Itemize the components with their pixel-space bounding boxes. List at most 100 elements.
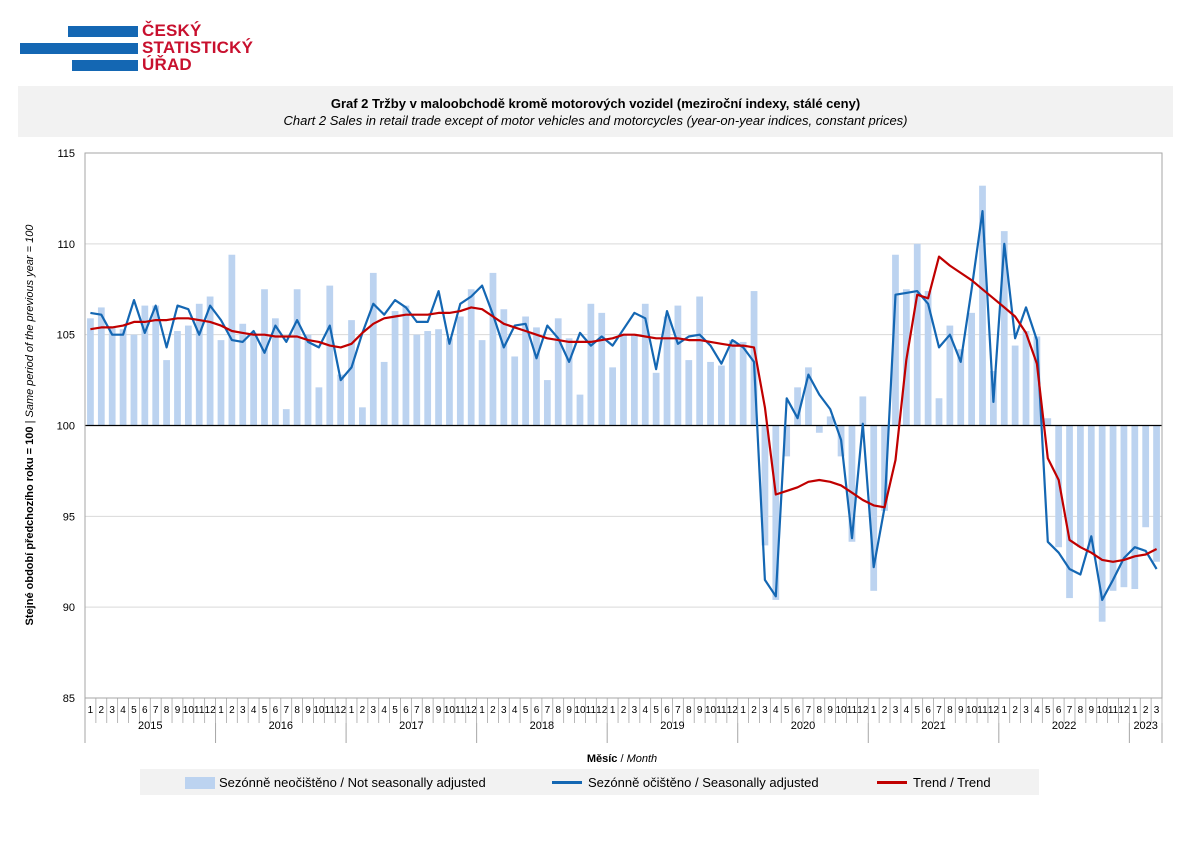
- month-tick-label: 11: [847, 705, 858, 716]
- bar: [478, 340, 486, 426]
- bar: [1011, 345, 1019, 426]
- bar: [195, 303, 203, 426]
- month-tick-label: 6: [664, 705, 670, 716]
- month-tick-label: 10: [705, 705, 717, 716]
- month-tick-label: 7: [283, 705, 289, 716]
- bar: [326, 285, 334, 426]
- month-tick-label: 10: [574, 705, 586, 716]
- month-tick-label: 8: [817, 705, 823, 716]
- bar: [979, 185, 986, 426]
- bar: [239, 323, 247, 426]
- month-tick-label: 1: [88, 705, 94, 716]
- bar: [750, 291, 758, 426]
- month-tick-label: 4: [512, 705, 518, 716]
- legend-item-seasonal: Sezónně očištěno / Seasonally adjusted: [552, 775, 819, 790]
- month-tick-label: 3: [1023, 705, 1029, 716]
- month-tick-label: 11: [977, 705, 988, 716]
- bar: [805, 367, 812, 426]
- bar: [380, 361, 388, 426]
- legend-item-trend: Trend / Trend: [877, 775, 991, 790]
- bar: [946, 325, 954, 426]
- month-tick-label: 2: [99, 705, 105, 716]
- month-tick-label: 4: [1034, 705, 1040, 716]
- bar: [293, 289, 301, 426]
- bar: [685, 360, 693, 426]
- month-tick-label: 8: [1078, 705, 1084, 716]
- bar: [141, 305, 149, 426]
- month-tick-label: 6: [795, 705, 801, 716]
- bar: [826, 416, 834, 426]
- month-tick-label: 3: [371, 705, 377, 716]
- month-tick-label: 10: [444, 705, 456, 716]
- month-tick-label: 3: [1154, 705, 1160, 716]
- month-tick-label: 11: [1108, 705, 1119, 716]
- bar: [641, 303, 649, 426]
- bar: [413, 334, 421, 426]
- month-tick-label: 12: [1118, 705, 1130, 716]
- month-tick-label: 6: [142, 705, 148, 716]
- bar: [163, 360, 170, 426]
- month-tick-label: 11: [325, 705, 336, 716]
- bar: [739, 341, 747, 426]
- year-tick-label: 2018: [530, 720, 554, 732]
- month-tick-label: 4: [773, 705, 779, 716]
- chart-subtitle: Chart 2 Sales in retail trade except of …: [283, 113, 908, 128]
- month-tick-label: 7: [414, 705, 420, 716]
- bar: [543, 380, 551, 426]
- year-tick-label: 2017: [399, 720, 423, 732]
- y-tick-label-95: 95: [63, 511, 75, 523]
- bar: [707, 361, 714, 426]
- month-tick-label: 2: [751, 705, 757, 716]
- month-tick-label: 6: [534, 705, 540, 716]
- legend-label-seasonal: Sezónně očištěno / Seasonally adjusted: [588, 775, 819, 790]
- year-tick-label: 2022: [1052, 720, 1076, 732]
- month-tick-label: 3: [632, 705, 638, 716]
- year-tick-label: 2019: [660, 720, 684, 732]
- month-tick-label: 9: [958, 705, 964, 716]
- bar: [391, 311, 399, 426]
- bar: [337, 374, 345, 426]
- bar: [217, 340, 225, 426]
- line-trend: [90, 255, 1158, 563]
- bar: [500, 309, 508, 426]
- bar: [663, 316, 671, 426]
- month-tick-label: 5: [262, 705, 268, 716]
- month-tick-label: 5: [914, 705, 920, 716]
- month-tick-label: 6: [1056, 705, 1062, 716]
- bar: [881, 425, 888, 511]
- bar: [1066, 425, 1073, 599]
- bar: [598, 312, 606, 426]
- bar: [1033, 336, 1041, 426]
- month-tick-label: 12: [857, 705, 869, 716]
- month-tick-label: 2: [360, 705, 366, 716]
- bar: [424, 331, 432, 426]
- bar: [794, 387, 801, 426]
- logo-word-2: STATISTICKÝ: [142, 38, 254, 57]
- bar: [718, 365, 725, 426]
- bar: [1055, 425, 1063, 548]
- bar: [282, 409, 290, 426]
- month-tick-label: 8: [425, 705, 431, 716]
- month-tick-label: 1: [1001, 705, 1007, 716]
- x-axis-label-cz: Měsíc: [587, 753, 618, 765]
- bar: [772, 425, 780, 600]
- logo-stripe-top: [68, 26, 138, 37]
- bar: [576, 394, 584, 426]
- bar: [261, 289, 268, 426]
- month-tick-label: 2: [882, 705, 888, 716]
- month-tick-label: 4: [904, 705, 910, 716]
- bar: [892, 254, 899, 426]
- month-tick-label: 5: [523, 705, 529, 716]
- month-tick-label: 1: [740, 705, 746, 716]
- month-tick-label: 11: [586, 705, 597, 716]
- year-tick-label: 2016: [269, 720, 293, 732]
- month-tick-label: 1: [1132, 705, 1138, 716]
- month-tick-label: 8: [164, 705, 170, 716]
- bar: [435, 329, 442, 426]
- month-tick-label: 9: [436, 705, 442, 716]
- year-tick-label: 2023: [1133, 720, 1157, 732]
- czso-logo: ČESKÝ STATISTICKÝ ÚŘAD: [20, 22, 253, 74]
- month-tick-label: 8: [294, 705, 300, 716]
- bars-not-seasonally-adjusted: [87, 185, 1160, 622]
